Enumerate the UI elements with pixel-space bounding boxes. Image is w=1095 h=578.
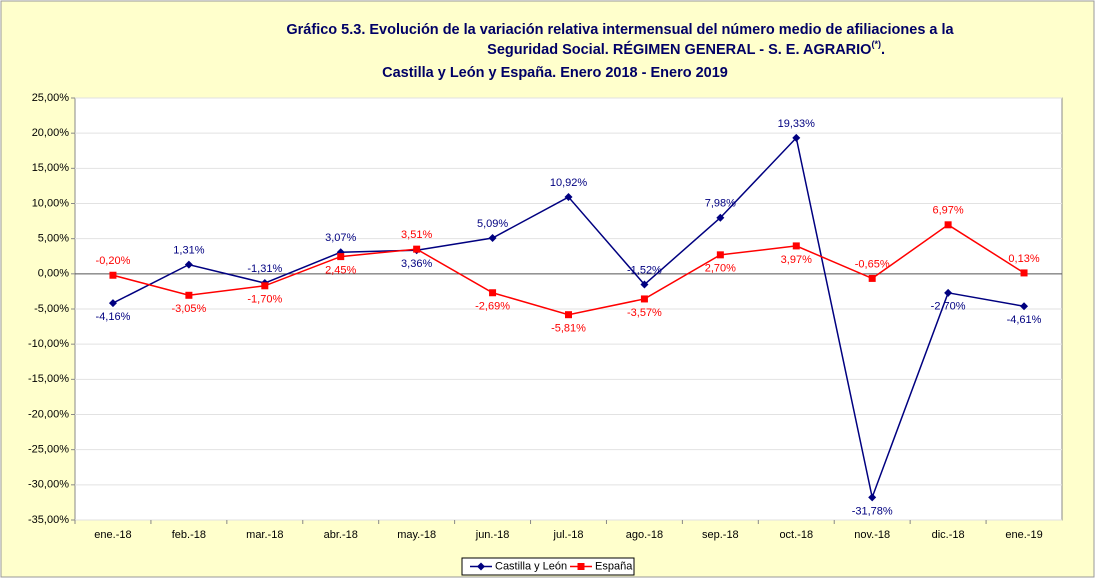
x-tick-label: ene.-19: [1005, 529, 1042, 541]
y-tick-label: 5,00%: [38, 233, 69, 245]
data-point: [792, 133, 801, 142]
data-label: 10,92%: [550, 177, 588, 189]
data-label: -5,81%: [551, 323, 586, 335]
data-label: -0,20%: [96, 255, 131, 267]
y-tick-label: 20,00%: [32, 127, 70, 139]
data-label: -1,31%: [247, 263, 282, 275]
data-label: -3,05%: [171, 303, 206, 315]
data-label: 7,98%: [705, 198, 736, 210]
title-note-end: .: [881, 42, 885, 58]
legend-label: España: [595, 560, 633, 572]
data-label: -3,57%: [627, 307, 662, 319]
data-point: [337, 253, 345, 261]
y-tick-label: -35,00%: [28, 514, 69, 526]
data-label: -1,52%: [627, 264, 662, 276]
data-point: [716, 213, 725, 222]
chart-title: Castilla y León y España. Enero 2018 - E…: [382, 65, 728, 81]
data-point: [1020, 302, 1029, 311]
data-label: -2,69%: [475, 301, 510, 313]
data-label: -1,70%: [247, 294, 282, 306]
x-tick-label: nov.-18: [854, 529, 890, 541]
data-label: 3,07%: [325, 232, 356, 244]
data-point: [565, 311, 572, 319]
legend-box: [461, 557, 635, 576]
legend-marker: [477, 562, 485, 571]
data-point: [488, 234, 497, 243]
y-tick-label: 25,00%: [32, 92, 70, 104]
data-point: [184, 260, 193, 269]
legend-marker: [577, 563, 585, 570]
data-point: [640, 280, 649, 289]
legend-label: Castilla y León: [495, 560, 567, 572]
x-tick-label: ene.-18: [94, 529, 131, 541]
data-point: [792, 242, 800, 250]
x-tick-label: ago.-18: [626, 529, 663, 541]
x-tick-label: sep.-18: [702, 529, 739, 541]
data-point: [716, 251, 724, 259]
y-tick-label: -20,00%: [28, 408, 69, 420]
data-label: -2,70%: [931, 301, 966, 313]
data-point: [413, 245, 421, 253]
data-point: [564, 193, 573, 202]
y-tick-label: 15,00%: [32, 162, 70, 174]
y-tick-label: 0,00%: [38, 268, 69, 280]
y-tick-label: 10,00%: [32, 197, 70, 209]
data-point: [185, 291, 193, 299]
x-tick-label: dic.-18: [932, 529, 965, 541]
data-label: 2,70%: [705, 263, 736, 275]
data-label: 2,45%: [325, 265, 356, 277]
y-tick-label: -15,00%: [28, 373, 69, 385]
data-label: 6,97%: [933, 205, 964, 217]
y-tick-label: -30,00%: [28, 479, 69, 491]
data-label: -0,65%: [855, 258, 890, 270]
chart-title: Seguridad Social. RÉGIMEN GENERAL - S. E…: [487, 39, 885, 57]
y-tick-label: -10,00%: [28, 338, 69, 350]
data-point: [868, 274, 876, 282]
data-label: -4,61%: [1007, 314, 1042, 326]
x-tick-label: oct.-18: [779, 529, 813, 541]
data-point: [944, 221, 952, 229]
x-tick-label: abr.-18: [324, 529, 358, 541]
title-text: Seguridad Social. RÉGIMEN GENERAL - S. E…: [487, 41, 871, 58]
y-tick-label: -5,00%: [34, 303, 69, 315]
data-label: 3,36%: [401, 258, 432, 270]
data-label: -31,78%: [852, 505, 893, 517]
x-tick-label: jul.-18: [553, 529, 584, 541]
x-tick-label: mar.-18: [246, 529, 283, 541]
x-tick-label: jun.-18: [475, 529, 510, 541]
data-point: [108, 299, 117, 308]
data-label: 3,51%: [401, 229, 432, 241]
chart-title: Gráfico 5.3. Evolución de la variación r…: [286, 22, 954, 38]
data-label: 1,31%: [173, 245, 204, 257]
x-tick-label: may.-18: [397, 529, 436, 541]
data-point: [944, 288, 953, 297]
data-label: -4,16%: [96, 311, 131, 323]
data-point: [868, 493, 877, 502]
data-point: [109, 271, 117, 279]
data-point: [640, 295, 648, 303]
data-point: [489, 289, 497, 297]
data-label: 3,97%: [781, 254, 812, 266]
data-label: 19,33%: [778, 118, 816, 130]
x-tick-label: feb.-18: [172, 529, 206, 541]
data-point: [1020, 269, 1028, 277]
y-tick-label: -25,00%: [28, 444, 69, 456]
data-label: 0,13%: [1008, 253, 1039, 265]
data-label: 5,09%: [477, 218, 508, 230]
data-point: [261, 282, 269, 290]
title-note: (*): [871, 39, 881, 49]
